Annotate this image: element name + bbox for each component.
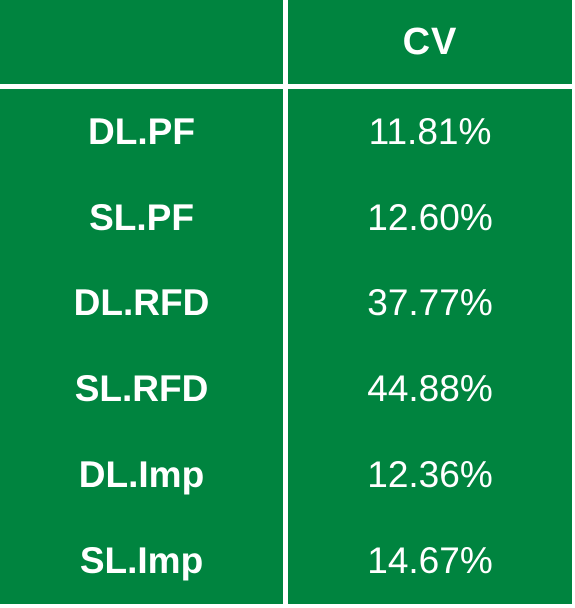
row-value: 44.88% [367,368,493,410]
table-row: SL.RFD 44.88% [0,346,572,432]
row-value: 11.81% [368,110,492,152]
table-row: DL.RFD 37.77% [0,261,572,347]
table-row: DL.PF 11.81% [0,89,572,175]
row-value: 14.67% [367,539,493,581]
table-row: SL.Imp 14.67% [0,518,572,604]
table-row: DL.Imp 12.36% [0,432,572,518]
row-label: SL.Imp [79,539,204,581]
header-left-cell [0,0,283,84]
row-label: DL.Imp [78,454,205,496]
column-divider [283,0,288,604]
table-header-row: CV [0,0,572,86]
row-label: DL.PF [88,110,195,152]
row-label: DL.RFD [73,282,210,324]
row-label: SL.RFD [74,368,209,410]
row-value: 37.77% [367,282,493,324]
row-label: SL.PF [89,196,194,238]
cv-column-header: CV [402,20,458,63]
table-body: DL.PF 11.81% SL.PF 12.60% DL.RFD 37.77% … [0,89,572,604]
row-value: 12.36% [367,454,493,496]
row-value: 12.60% [367,196,493,238]
table-row: SL.PF 12.60% [0,175,572,261]
